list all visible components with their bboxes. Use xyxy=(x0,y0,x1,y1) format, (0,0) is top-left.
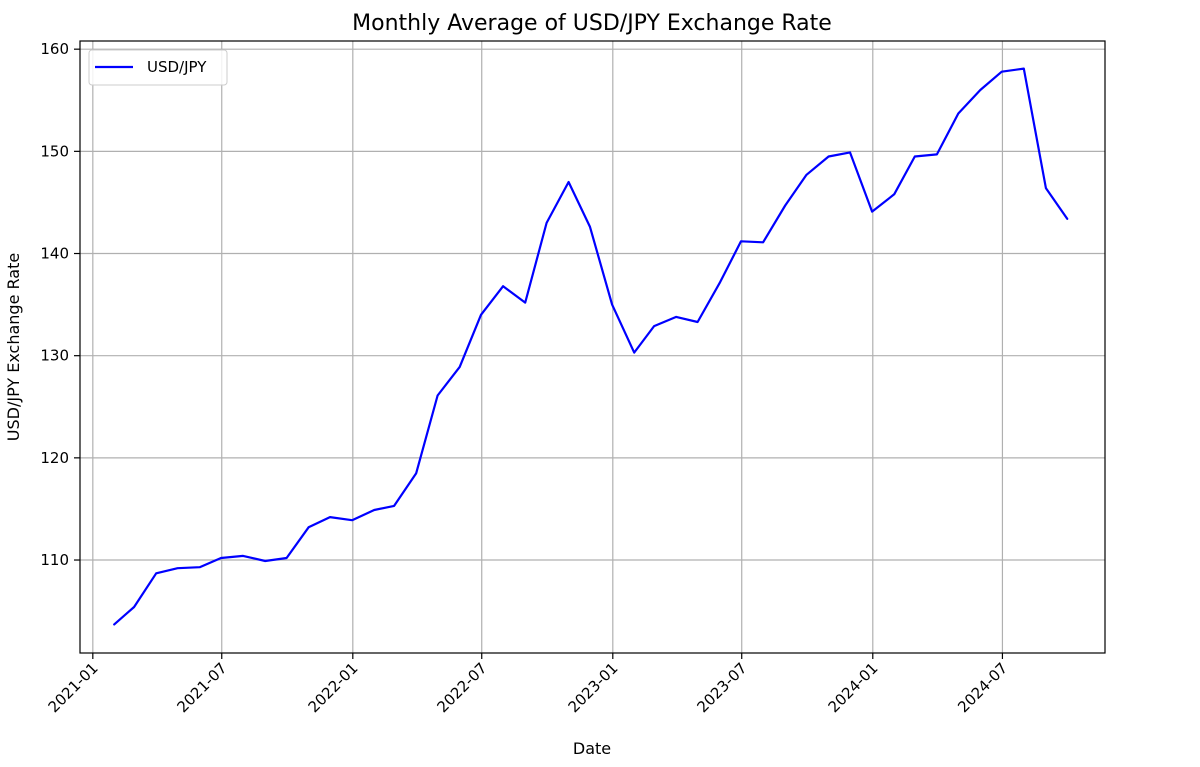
data-point xyxy=(870,209,875,214)
series-line-0 xyxy=(113,67,1069,626)
data-point xyxy=(523,300,528,305)
y-axis-ticks: 110 120 130 140 150 160 xyxy=(40,40,80,569)
data-point xyxy=(1043,186,1048,191)
data-point xyxy=(999,69,1004,74)
data-point xyxy=(717,281,722,286)
data-point xyxy=(175,566,180,571)
chart-title: Monthly Average of USD/JPY Exchange Rate xyxy=(352,11,832,36)
y-tick-label: 150 xyxy=(40,142,69,160)
data-point xyxy=(588,224,593,229)
data-point xyxy=(610,302,615,307)
data-point xyxy=(848,150,853,155)
data-point xyxy=(544,220,549,225)
data-point xyxy=(1065,216,1070,221)
data-point xyxy=(112,622,117,627)
data-point xyxy=(154,571,159,576)
data-point xyxy=(804,172,809,177)
data-point xyxy=(435,393,440,398)
data-point xyxy=(739,239,744,244)
data-point xyxy=(826,154,831,159)
data-point xyxy=(219,556,224,561)
plot-frame xyxy=(79,40,1106,654)
data-point xyxy=(414,471,419,476)
x-axis-label: Date xyxy=(573,739,611,758)
data-point xyxy=(479,312,484,317)
data-point xyxy=(350,518,355,523)
series-layer xyxy=(112,66,1070,627)
data-point xyxy=(632,350,637,355)
y-tick-label: 160 xyxy=(40,40,69,58)
data-point xyxy=(132,605,137,610)
data-point xyxy=(457,364,462,369)
data-point xyxy=(263,559,268,564)
data-point xyxy=(306,525,311,530)
data-point xyxy=(956,111,961,116)
data-point xyxy=(392,503,397,508)
data-point xyxy=(197,565,202,570)
data-point xyxy=(241,553,246,558)
data-point xyxy=(783,203,788,208)
data-point xyxy=(695,320,700,325)
data-point xyxy=(978,88,983,93)
legend: USD/JPY xyxy=(88,49,228,86)
data-point xyxy=(652,324,657,329)
y-tick-label: 110 xyxy=(40,551,69,569)
y-tick-label: 120 xyxy=(40,449,69,467)
legend-label-usd-jpy: USD/JPY xyxy=(147,58,207,76)
data-point xyxy=(674,314,679,319)
data-point xyxy=(284,556,289,561)
data-point xyxy=(761,240,766,245)
data-point xyxy=(566,180,571,185)
y-axis-label: USD/JPY Exchange Rate xyxy=(4,253,23,441)
data-point xyxy=(372,508,377,513)
data-point xyxy=(501,284,506,289)
data-point xyxy=(328,515,333,520)
legend-box xyxy=(88,49,228,86)
y-tick-label: 140 xyxy=(40,245,69,263)
data-point xyxy=(1021,66,1026,71)
y-tick-label: 130 xyxy=(40,347,69,365)
data-point xyxy=(912,154,917,159)
data-point xyxy=(934,152,939,157)
grid-lines xyxy=(80,41,1105,653)
data-point xyxy=(892,192,897,197)
